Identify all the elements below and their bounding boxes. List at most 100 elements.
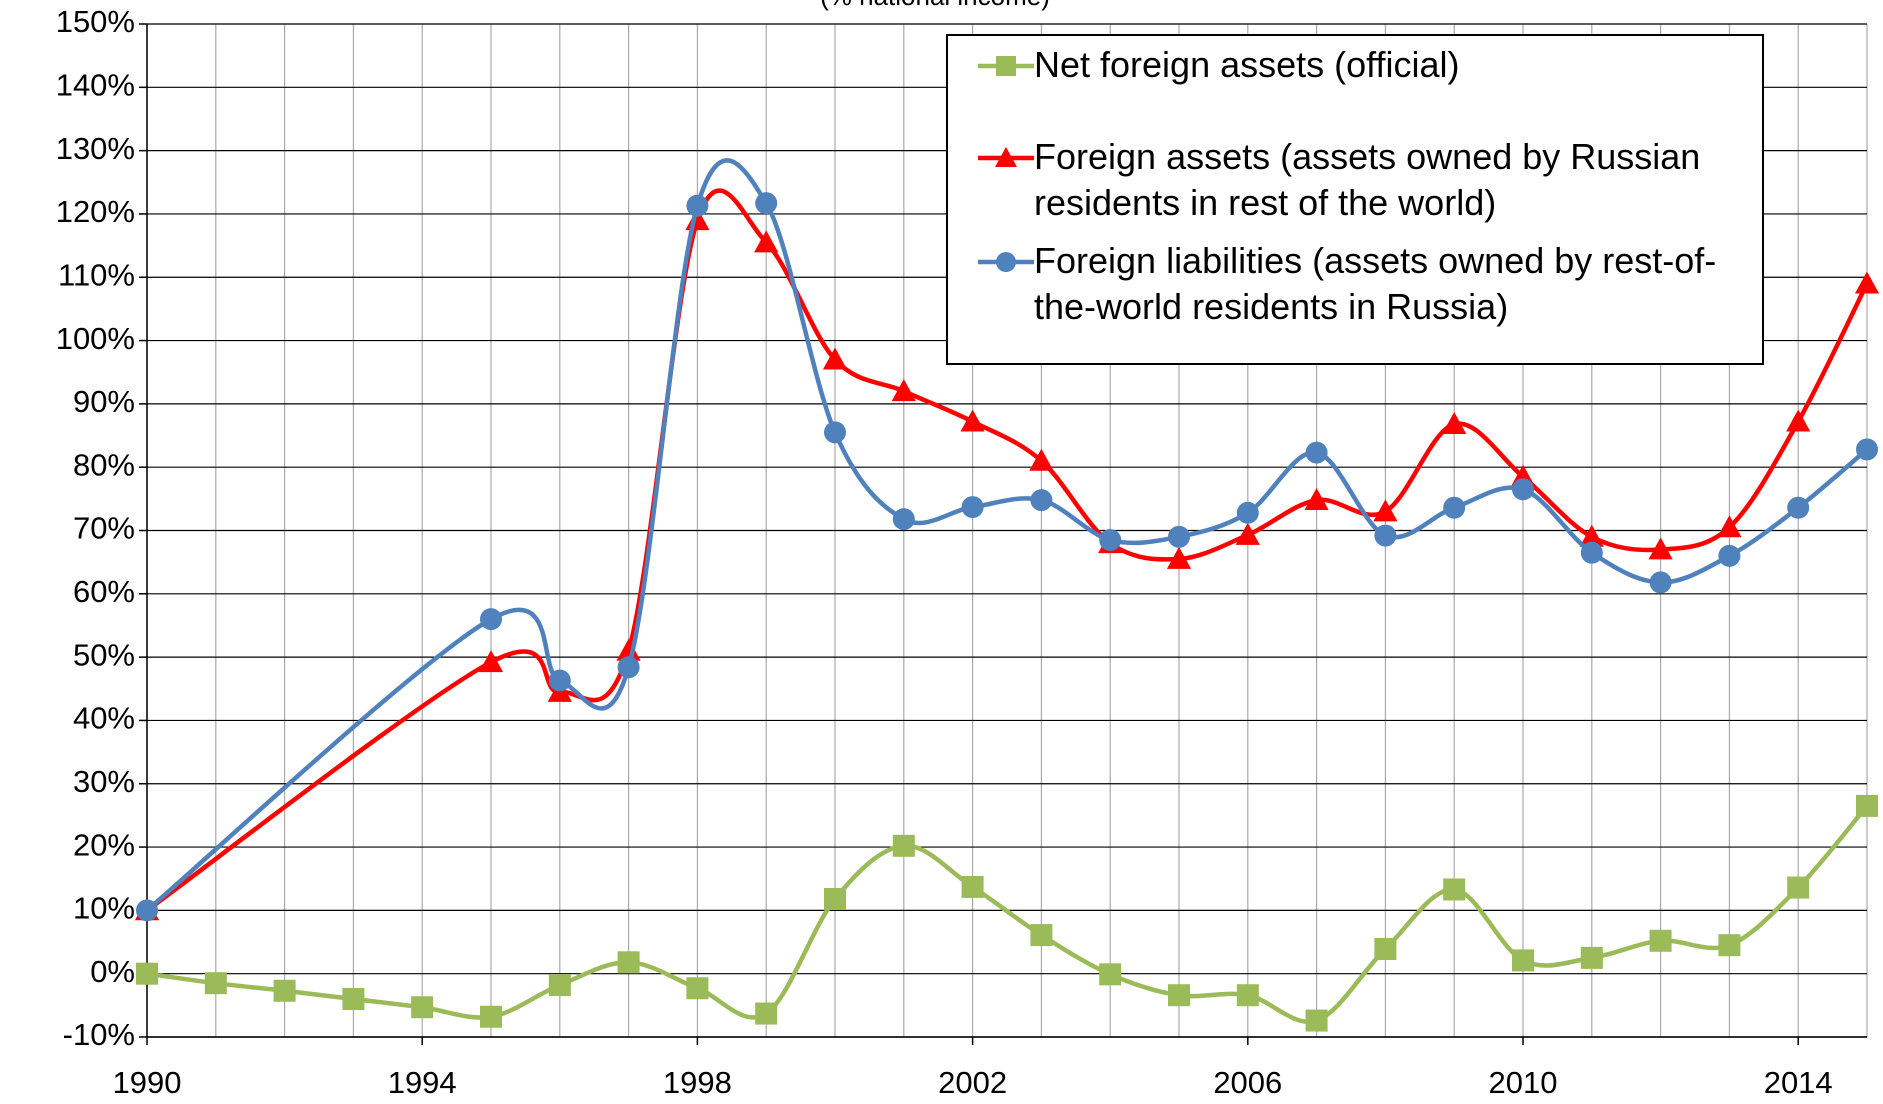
marker xyxy=(1717,515,1742,538)
marker xyxy=(617,951,640,974)
chart-subtitle: (% national income) xyxy=(820,0,1050,11)
marker xyxy=(755,192,778,215)
marker xyxy=(1856,794,1878,817)
legend-label: Net foreign assets (official) xyxy=(1034,44,1460,85)
marker xyxy=(1512,478,1534,501)
marker xyxy=(1099,963,1122,986)
marker xyxy=(1305,1009,1328,1032)
marker xyxy=(686,977,709,1000)
y-tick-label: 100% xyxy=(56,321,135,356)
marker xyxy=(824,887,846,910)
marker xyxy=(616,638,641,661)
marker xyxy=(755,1002,778,1025)
marker xyxy=(892,834,915,857)
y-tick-label: -10% xyxy=(63,1017,135,1052)
x-tick-label: 2006 xyxy=(1213,1065,1282,1100)
series-line xyxy=(145,158,1869,913)
marker xyxy=(1648,537,1673,560)
marker xyxy=(1443,878,1466,901)
marker xyxy=(273,979,296,1002)
y-tick-label: 30% xyxy=(73,764,135,799)
marker xyxy=(686,194,709,217)
series-line xyxy=(145,188,1870,913)
marker xyxy=(1718,934,1741,957)
marker xyxy=(617,656,640,679)
marker xyxy=(548,669,571,692)
marker xyxy=(1786,409,1811,432)
marker xyxy=(1029,448,1054,471)
marker xyxy=(1579,524,1604,547)
marker xyxy=(1580,541,1603,564)
marker xyxy=(754,230,779,253)
marker xyxy=(548,974,571,997)
marker xyxy=(1856,438,1878,461)
marker xyxy=(891,379,916,402)
marker xyxy=(1854,271,1880,294)
marker xyxy=(1236,501,1259,524)
marker xyxy=(1718,544,1741,567)
legend-label: Foreign liabilities (assets owned by res… xyxy=(1034,240,1717,327)
marker xyxy=(1443,496,1466,519)
marker xyxy=(824,421,846,444)
marker xyxy=(1305,441,1328,464)
y-tick-label: 140% xyxy=(56,68,135,103)
marker xyxy=(1099,528,1122,551)
marker xyxy=(892,508,915,531)
y-tick-label: 10% xyxy=(73,891,135,926)
marker xyxy=(1787,876,1810,899)
marker xyxy=(480,608,502,631)
y-tick-label: 70% xyxy=(73,511,135,546)
marker xyxy=(1649,929,1672,952)
x-tick-label: 2010 xyxy=(1489,1065,1558,1100)
marker xyxy=(1512,949,1534,972)
marker xyxy=(1235,522,1260,545)
y-tick-label: 20% xyxy=(73,827,135,862)
marker xyxy=(996,56,1016,76)
marker xyxy=(822,347,848,370)
marker xyxy=(1236,984,1259,1007)
marker xyxy=(411,996,434,1019)
marker xyxy=(1304,488,1329,511)
x-tick-label: 1994 xyxy=(388,1065,457,1100)
y-tick-label: 50% xyxy=(73,637,135,672)
marker xyxy=(995,147,1017,167)
y-tick-label: 120% xyxy=(56,194,135,229)
marker xyxy=(1166,546,1192,569)
y-tick-label: 130% xyxy=(56,131,135,166)
y-tick-label: 110% xyxy=(58,257,135,292)
y-tick-label: 80% xyxy=(73,447,135,482)
marker xyxy=(136,899,158,922)
marker xyxy=(1168,525,1190,548)
marker xyxy=(1787,496,1810,519)
series-line xyxy=(146,804,1869,1025)
marker xyxy=(1168,984,1190,1007)
y-tick-label: 90% xyxy=(73,384,135,419)
marker xyxy=(1030,924,1053,947)
x-tick-label: 2002 xyxy=(938,1065,1007,1100)
legend-entry: Foreign assets (assets owned by Russian … xyxy=(978,134,1742,226)
marker xyxy=(996,252,1016,272)
marker xyxy=(960,409,985,432)
x-tick-label: 1990 xyxy=(113,1065,182,1100)
marker xyxy=(1030,489,1053,512)
marker xyxy=(1373,499,1398,522)
legend-swatch xyxy=(978,56,1034,76)
marker xyxy=(1374,937,1397,960)
x-tick-label: 2014 xyxy=(1764,1065,1833,1100)
x-tick-label: 1998 xyxy=(663,1065,732,1100)
legend-swatch xyxy=(978,252,1034,272)
marker xyxy=(1374,524,1397,547)
marker xyxy=(961,875,984,898)
marker xyxy=(1442,412,1467,435)
legend-swatch xyxy=(978,147,1034,167)
legend: Net foreign assets (official) Foreign ass… xyxy=(946,34,1764,365)
y-tick-label: 60% xyxy=(73,574,135,609)
marker xyxy=(478,650,504,673)
legend-entry: Foreign liabilities (assets owned by res… xyxy=(978,238,1742,330)
y-tick-label: 150% xyxy=(56,4,135,39)
legend-entry: Net foreign assets (official) xyxy=(978,42,1742,88)
marker xyxy=(480,1005,502,1028)
marker xyxy=(204,972,227,995)
y-tick-label: 40% xyxy=(73,701,135,736)
